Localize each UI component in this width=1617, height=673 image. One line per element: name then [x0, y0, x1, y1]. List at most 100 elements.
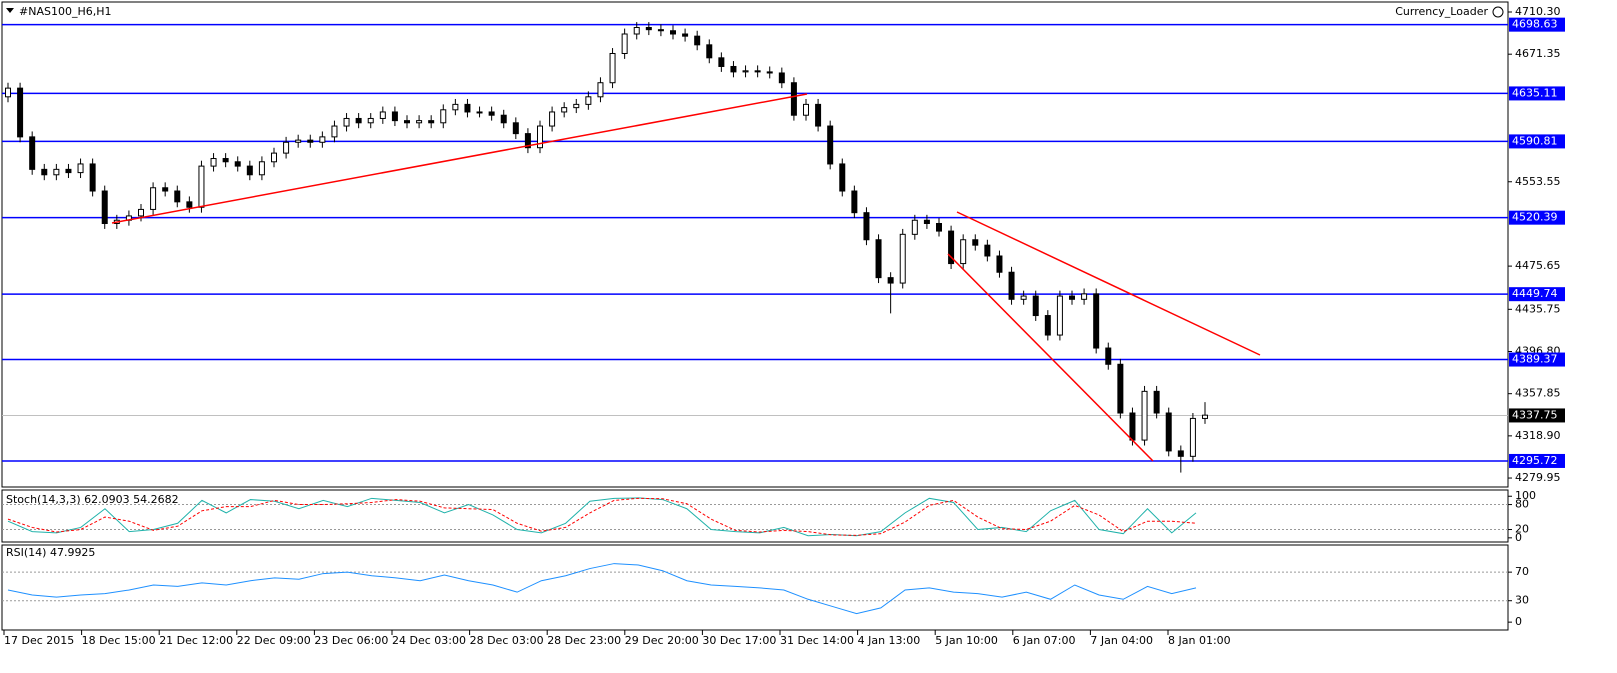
- level-label: 4635.11: [1512, 86, 1558, 99]
- candle-body: [597, 82, 604, 98]
- candle-body: [718, 57, 725, 67]
- candle-body: [1129, 412, 1136, 441]
- candle-body: [416, 120, 423, 124]
- x-tick-label: 4 Jan 13:00: [858, 634, 921, 647]
- candle-body: [428, 120, 435, 124]
- candle-body: [234, 161, 241, 167]
- candle-body: [948, 230, 955, 265]
- trendline: [111, 93, 808, 224]
- level-box: [1509, 86, 1565, 101]
- candle-body: [1056, 295, 1063, 336]
- y-tick-label: 30: [1515, 594, 1529, 607]
- candle-body: [827, 125, 834, 165]
- candle-body: [41, 168, 48, 176]
- candle-body: [839, 163, 846, 192]
- candle-body: [222, 158, 229, 163]
- candle-body: [162, 187, 169, 192]
- y-tick-label: 80: [1515, 498, 1529, 511]
- candle-body: [899, 233, 906, 284]
- y-tick-label: 0: [1515, 615, 1522, 628]
- candle-body: [766, 71, 773, 74]
- candle-body: [1117, 363, 1124, 414]
- rsi-title: RSI(14) 47.9925: [6, 546, 95, 559]
- y-tick-label: 0: [1515, 531, 1522, 544]
- candle-body: [1177, 450, 1184, 457]
- main-panel: [1, 1, 1509, 488]
- y-tick-label: 70: [1515, 565, 1529, 578]
- menu-arrow[interactable]: [6, 8, 14, 13]
- candle-body: [1069, 295, 1075, 300]
- x-tick-label: 29 Dec 20:00: [625, 634, 699, 647]
- x-tick-label: 7 Jan 04:00: [1090, 634, 1153, 647]
- x-tick-label: 8 Jan 01:00: [1168, 634, 1231, 647]
- candle-body: [29, 136, 36, 170]
- candle-body: [1165, 412, 1172, 452]
- candle-body: [355, 117, 362, 124]
- candle-body: [295, 139, 302, 143]
- candle-body: [778, 72, 785, 84]
- stoch-panel: [1, 489, 1509, 543]
- trendline: [947, 253, 1154, 462]
- y-tick-label: 4553.55: [1515, 175, 1561, 188]
- candle-body: [512, 122, 519, 135]
- stoch-main-line: [7, 497, 1197, 537]
- symbol-label: #NAS100_H6,H1: [19, 5, 112, 18]
- y-tick-label: 4671.35: [1515, 47, 1561, 60]
- candle-body: [585, 96, 592, 105]
- candle-body: [972, 239, 979, 246]
- candle-body: [258, 161, 265, 176]
- candle-body: [5, 87, 11, 98]
- x-tick-label: 17 Dec 2015: [4, 634, 74, 647]
- candle-body: [89, 163, 96, 192]
- candle-body: [754, 70, 761, 73]
- level-label: 4449.74: [1512, 287, 1558, 300]
- candle-body: [1189, 417, 1196, 457]
- y-tick-label: 4318.90: [1515, 429, 1561, 442]
- stoch-title: Stoch(14,3,3) 62.0903 54.2682: [6, 493, 179, 506]
- candle-body: [996, 255, 1003, 273]
- rsi-line: [7, 563, 1197, 615]
- candle-body: [77, 163, 84, 174]
- x-tick-label: 18 Dec 15:00: [82, 634, 156, 647]
- level-box: [1509, 17, 1565, 32]
- candle-body: [706, 44, 713, 59]
- candle-body: [1141, 390, 1148, 441]
- candle-body: [1081, 293, 1088, 300]
- level-box: [1509, 210, 1565, 225]
- y-tick-label: 4475.65: [1515, 259, 1561, 272]
- candle-body: [621, 33, 628, 54]
- candle-body: [790, 82, 797, 116]
- candle-body: [452, 103, 459, 111]
- candle-body: [186, 201, 193, 208]
- candle-body: [1105, 347, 1112, 365]
- candle-body: [500, 114, 507, 124]
- candle-body: [198, 165, 205, 208]
- level-label: 4389.37: [1512, 353, 1558, 366]
- x-tick-label: 28 Dec 03:00: [470, 634, 544, 647]
- candle-body: [851, 190, 858, 214]
- x-tick-label: 22 Dec 09:00: [237, 634, 311, 647]
- candle-body: [391, 111, 398, 122]
- y-tick-label: 4710.30: [1515, 5, 1561, 18]
- candle-body: [863, 212, 870, 241]
- current-price-label: 4337.75: [1512, 408, 1558, 421]
- candle-body: [657, 29, 664, 32]
- candle-body: [670, 30, 676, 35]
- level-box: [1509, 352, 1565, 367]
- x-tick-label: 23 Dec 06:00: [314, 634, 388, 647]
- candle-body: [730, 65, 737, 73]
- candle-body: [210, 158, 217, 167]
- candle-body: [742, 70, 749, 73]
- candle-body: [936, 223, 942, 232]
- candle-body: [404, 120, 410, 124]
- x-tick-label: 5 Jan 10:00: [935, 634, 998, 647]
- y-tick-label: 20: [1515, 523, 1529, 536]
- candle-body: [609, 52, 616, 84]
- candle-body: [1202, 414, 1208, 419]
- candle-body: [1153, 390, 1160, 414]
- stoch-signal-line: [7, 497, 1197, 536]
- candle-body: [1020, 295, 1027, 300]
- smiley-icon: [1492, 6, 1504, 18]
- candle-body: [633, 26, 640, 35]
